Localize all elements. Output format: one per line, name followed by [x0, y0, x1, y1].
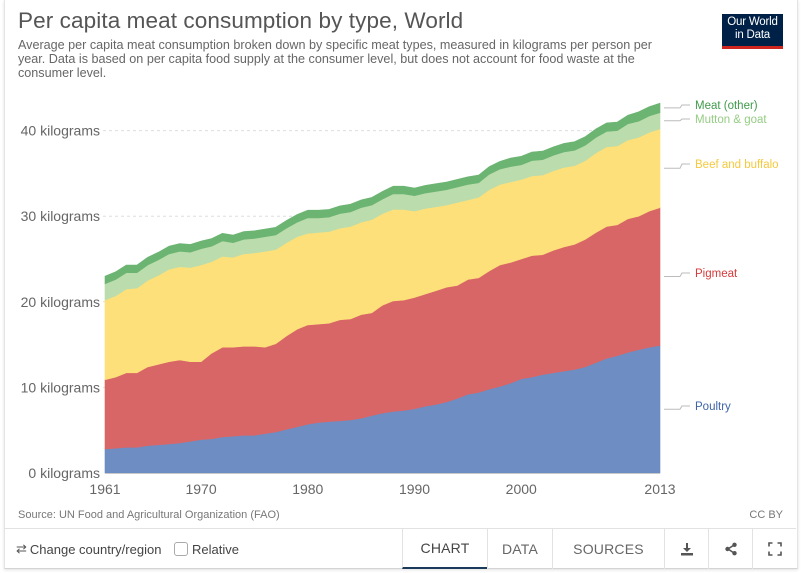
legend-label-pigmeat[interactable]: Pigmeat [695, 268, 738, 280]
area-other[interactable] [104, 102, 661, 285]
legend-leader-line [664, 104, 690, 109]
tab-sources[interactable]: SOURCES [552, 529, 664, 569]
tab-data-label: DATA [501, 541, 539, 557]
x-tick-label: 2000 [506, 481, 537, 497]
download-button[interactable] [664, 529, 708, 569]
legend-label-mutton[interactable]: Mutton & goat [695, 114, 767, 126]
stacked-area-chart: 0 kilograms 10 kilograms 20 kilograms 30 ki… [21, 100, 779, 497]
legend-label-beef[interactable]: Beef and buffalo [695, 159, 779, 171]
download-icon [680, 543, 693, 556]
logo-line-2: in Data [734, 28, 771, 41]
owid-logo[interactable]: Our World in Data [722, 14, 783, 49]
x-tick-label: 1980 [292, 481, 323, 497]
share-icon [724, 542, 737, 556]
legend-leader-line [664, 405, 690, 410]
relative-checkbox[interactable] [174, 542, 188, 556]
tab-chart-label: CHART [420, 540, 470, 556]
relative-label: Relative [192, 541, 239, 557]
change-region-label: Change country/region [29, 541, 162, 557]
legend-leader-line [664, 163, 690, 169]
legend-leader-line [664, 118, 690, 122]
legend-label-poultry[interactable]: Poultry [695, 401, 731, 413]
x-tick-label: 2013 [644, 481, 675, 497]
fullscreen-icon [767, 542, 782, 556]
tab-sources-label: SOURCES [573, 541, 644, 557]
change-region-button[interactable]: ⇄ Change country/region [16, 529, 161, 569]
y-axis-ticks: 0 kilograms 10 kilograms 20 kilograms 30 ki… [21, 123, 100, 481]
chart-title: Per capita meat consumption by type, Wor… [18, 8, 464, 33]
legend-label-other[interactable]: Meat (other) [695, 100, 758, 112]
tab-chart[interactable]: CHART [402, 529, 487, 569]
legend-leader-line [664, 272, 690, 277]
y-tick-label: 20 kilograms [21, 294, 100, 310]
y-tick-label: 10 kilograms [21, 379, 100, 395]
chart-subtitle: Average per capita meat consumption brok… [18, 38, 652, 80]
logo-line-1: Our World [727, 16, 778, 28]
x-axis-ticks: 1961 1970 1980 1990 2000 2013 [89, 481, 675, 497]
inline-legend: Poultry Pigmeat Beef and buffalo Mutton & g… [664, 100, 779, 413]
x-tick-label: 1961 [89, 481, 120, 497]
x-tick-label: 1990 [399, 481, 430, 497]
controls-bar: ⇄ Change country/region Relative CHART D… [4, 528, 796, 569]
source-note: Source: UN Food and Agricultural Organiz… [18, 509, 280, 521]
fullscreen-button[interactable] [752, 529, 796, 569]
license-link[interactable]: CC BY [749, 509, 783, 521]
y-tick-label: 30 kilograms [21, 208, 100, 224]
share-button[interactable] [708, 529, 752, 569]
relative-toggle[interactable]: Relative [174, 529, 239, 569]
area-series [104, 102, 661, 474]
x-tick-label: 1970 [185, 481, 216, 497]
tab-data[interactable]: DATA [487, 529, 552, 569]
y-tick-label: 40 kilograms [21, 123, 100, 139]
swap-arrows-icon: ⇄ [16, 541, 27, 556]
y-tick-label: 0 kilograms [28, 465, 100, 481]
